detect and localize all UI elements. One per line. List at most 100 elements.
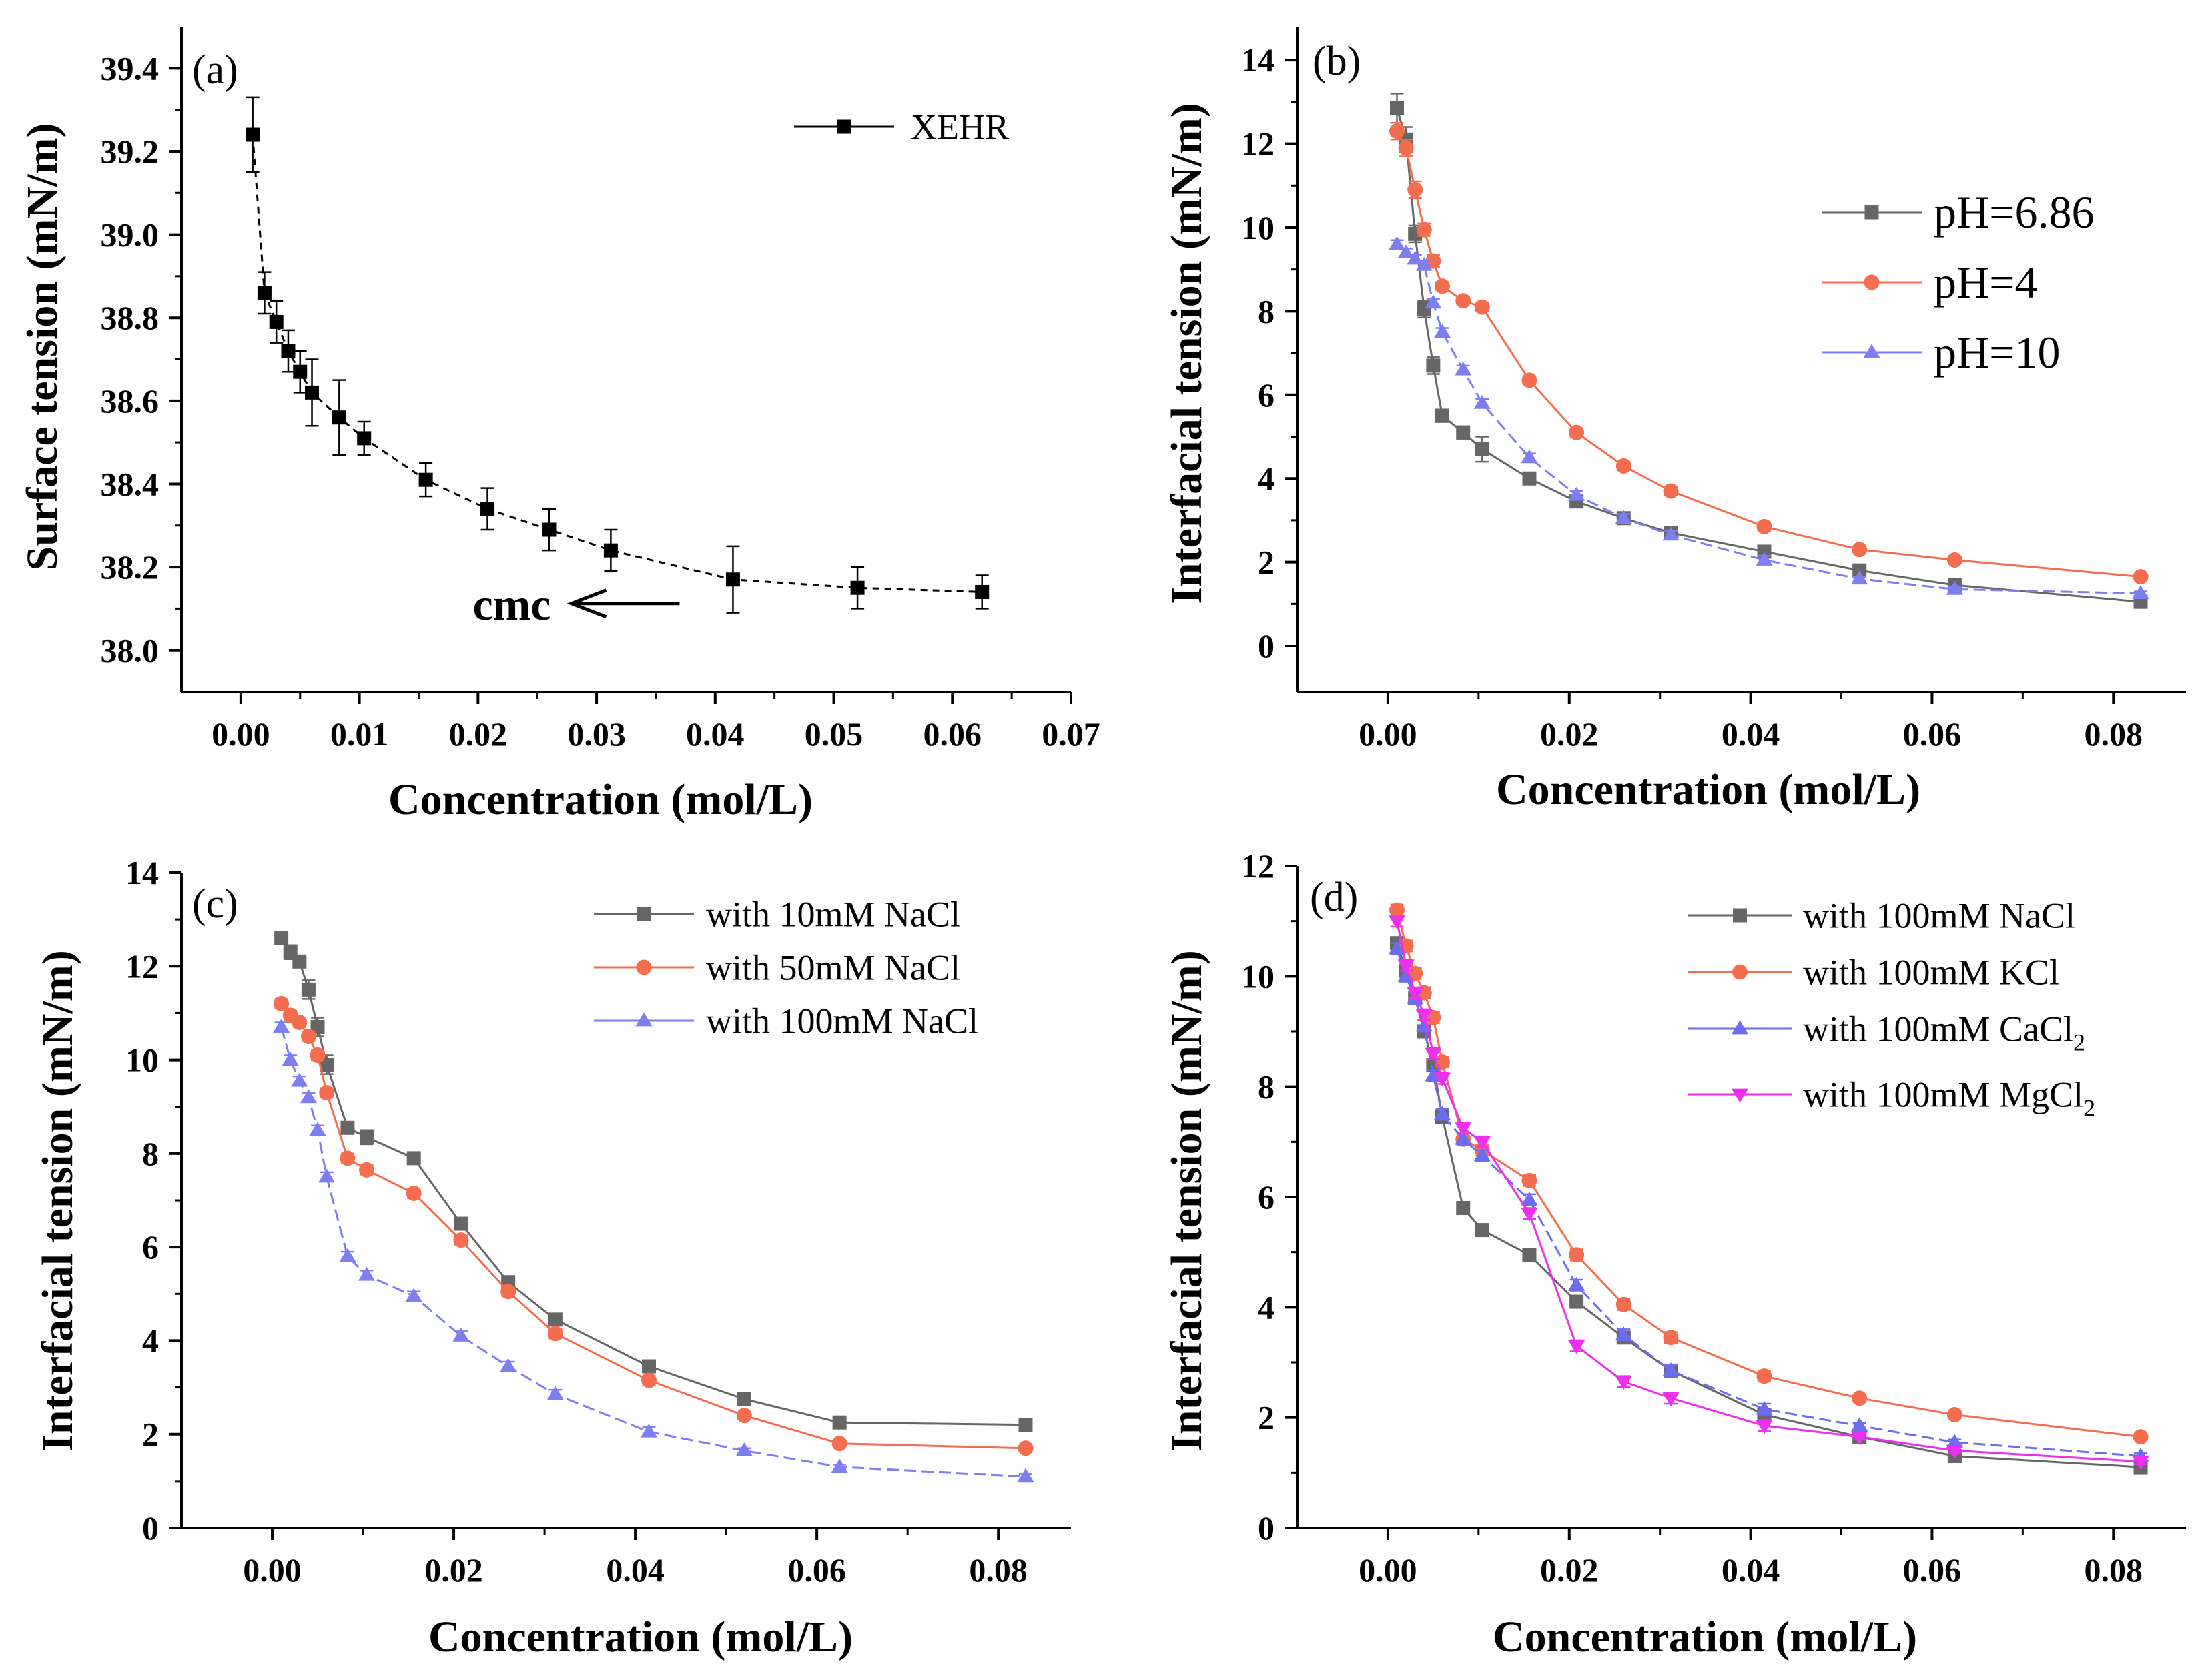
- annotation-text: cmc: [472, 579, 550, 630]
- x-tick-label: 0.04: [1722, 1551, 1780, 1589]
- data-point: [1389, 123, 1405, 139]
- data-point: [547, 1326, 563, 1342]
- x-tick-label: 0.05: [805, 715, 863, 753]
- series-1: [246, 96, 990, 614]
- x-tick-label: 0.00: [1359, 1551, 1417, 1589]
- data-point: [319, 1085, 335, 1101]
- data-point: [1415, 1009, 1433, 1023]
- panel-label: (d): [1310, 875, 1358, 920]
- data-point: [1662, 1392, 1680, 1407]
- data-point: [1522, 471, 1537, 486]
- data-point: [359, 1130, 374, 1144]
- data-point: [1455, 1122, 1472, 1137]
- data-point: [1473, 1136, 1491, 1150]
- data-point: [282, 1052, 299, 1066]
- data-point: [1397, 959, 1415, 974]
- data-point: [1756, 1400, 1773, 1415]
- chart-panel-d: 0.00 0.02 0.04 0.06 0.08 0 2 4 6 8 10 12 Concentrati…: [1162, 847, 2186, 1661]
- data-point: [281, 344, 296, 358]
- series-2: [1389, 121, 2149, 585]
- data-point: [1521, 449, 1538, 464]
- legend-marker: [837, 119, 851, 134]
- y-tick-label: 2: [1258, 1399, 1274, 1436]
- data-point: [737, 1392, 751, 1406]
- x-tick-label: 0.03: [567, 715, 626, 753]
- y-tick-label: 4: [1258, 460, 1274, 497]
- legend-label: with 100mM NaCl: [1803, 895, 2075, 935]
- x-tick-label: 0.08: [969, 1551, 1028, 1589]
- data-point: [1018, 1418, 1033, 1432]
- data-point: [2133, 569, 2149, 585]
- data-point: [452, 1328, 470, 1342]
- data-point: [1568, 486, 1585, 501]
- data-point: [1425, 1047, 1442, 1062]
- data-point: [1568, 1276, 1585, 1291]
- legend-label: pH=6.86: [1934, 187, 2094, 238]
- data-point: [1426, 358, 1441, 373]
- data-point: [1455, 1130, 1472, 1145]
- y-tick-label: 8: [1258, 292, 1274, 330]
- y-tick-label: 39.4: [101, 49, 159, 87]
- data-point: [480, 502, 495, 516]
- y-tick-label: 12: [1241, 125, 1274, 163]
- data-point: [1756, 1420, 1773, 1434]
- data-point: [1569, 424, 1585, 440]
- y-tick-label: 8: [142, 1135, 159, 1172]
- y-tick-label: 39.2: [101, 133, 159, 170]
- data-point: [1433, 1072, 1451, 1087]
- data-point: [1521, 1208, 1538, 1222]
- legend-label: with 100mM KCl: [1803, 952, 2059, 992]
- data-point: [292, 954, 307, 969]
- legend-marker: [1733, 908, 1747, 923]
- x-axis-title: Concentration (mol/L): [1493, 1613, 1917, 1661]
- data-point: [340, 1150, 356, 1166]
- data-point: [339, 1248, 356, 1262]
- data-point: [1946, 1444, 1964, 1459]
- data-point: [1018, 1440, 1034, 1456]
- data-point: [1435, 408, 1449, 423]
- data-point: [1756, 552, 1773, 566]
- series-4: [1388, 915, 2149, 1471]
- data-point: [1851, 1417, 1868, 1432]
- data-point: [293, 364, 308, 379]
- data-point: [1415, 257, 1433, 271]
- legend: with 10mM NaCl with 50mM NaCl with 100mM N…: [594, 894, 978, 1041]
- legend-marker: [635, 1012, 653, 1027]
- data-point: [1388, 940, 1406, 955]
- data-point: [340, 1120, 355, 1135]
- data-point: [1425, 294, 1442, 309]
- x-tick-label: 0.07: [1042, 715, 1100, 753]
- data-point: [1475, 1223, 1489, 1238]
- x-tick-label: 0.01: [330, 715, 389, 753]
- legend-entry: XEHR: [794, 107, 1009, 147]
- legend-entry: with 100mM NaCl: [1688, 895, 2075, 935]
- data-point: [454, 1216, 468, 1231]
- data-point: [358, 1162, 374, 1178]
- data-point: [246, 127, 260, 142]
- data-point: [257, 286, 272, 300]
- y-tick-label: 38.6: [101, 382, 159, 420]
- legend-marker: [1731, 1088, 1749, 1103]
- y-tick-label: 4: [142, 1322, 159, 1359]
- y-tick-label: 38.0: [101, 632, 159, 669]
- x-tick-label: 0.00: [212, 715, 270, 753]
- x-tick-label: 0.02: [424, 1551, 483, 1589]
- data-point: [736, 1408, 752, 1424]
- data-point: [1662, 526, 1680, 541]
- data-point: [2132, 1456, 2149, 1471]
- y-tick-label: 6: [142, 1228, 159, 1266]
- chart-panel-a: 0.00 0.01 0.02 0.03 0.04 0.05 0.06 0.07 38.0 38.2…: [18, 27, 1100, 824]
- data-point: [1473, 394, 1491, 409]
- data-point: [1521, 1172, 1537, 1188]
- y-tick-label: 38.2: [101, 548, 159, 586]
- data-point: [1521, 372, 1537, 388]
- y-tick-label: 2: [142, 1416, 159, 1453]
- legend-entry: with 100mM KCl: [1688, 952, 2059, 992]
- data-point: [1415, 1017, 1433, 1032]
- annotation-cmc: cmc: [472, 579, 680, 630]
- y-tick-label: 12: [1241, 847, 1274, 885]
- legend-label: with 10mM NaCl: [706, 894, 960, 934]
- chart-panel-c: 0.00 0.02 0.04 0.06 0.08 0 2 4 6 8 10 12 14 Concentra…: [33, 854, 1071, 1661]
- y-tick-label: 6: [1258, 376, 1274, 414]
- series-line: [1396, 107, 2141, 603]
